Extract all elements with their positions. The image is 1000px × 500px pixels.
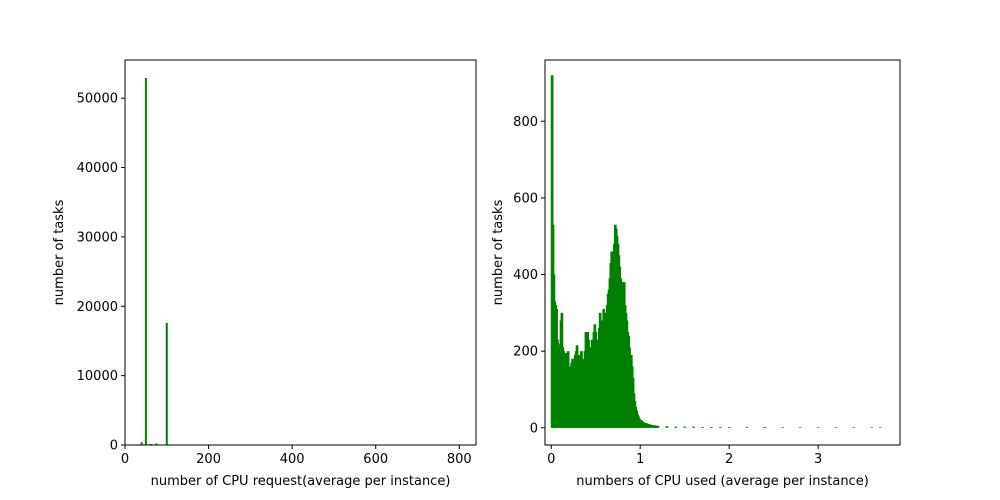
cpu-request-y-tick-label: 0 <box>110 439 118 454</box>
cpu-used-bar <box>665 426 669 428</box>
cpu-request-x-tick-label: 0 <box>121 452 129 467</box>
cpu-request-x-tick-label: 200 <box>196 452 221 467</box>
cpu-request-y-tick-label: 20000 <box>77 300 118 315</box>
cpu-request-bars <box>140 78 168 445</box>
cpu-used-y-tick-label: 600 <box>513 191 538 206</box>
cpu-used-bar <box>710 427 713 428</box>
cpu-used-x-axis-label: numbers of CPU used (average per instanc… <box>576 474 869 489</box>
cpu-request-x-axis-label: number of CPU request(average per instan… <box>151 474 451 489</box>
cpu-used-x-tick-label: 3 <box>814 452 822 467</box>
cpu-used-bar <box>683 426 687 428</box>
cpu-request-y-tick-label: 50000 <box>77 92 118 107</box>
cpu-used-y-axis-label: number of tasks <box>491 199 506 305</box>
cpu-used-y-ticks: 0 200 400 600 800 <box>513 115 545 436</box>
cpu-request-bar <box>165 322 168 445</box>
cpu-used-x-ticks: 0 1 2 3 <box>547 445 822 467</box>
cpu-request-y-tick-label: 40000 <box>77 161 118 176</box>
cpu-used-histogram: 0 1 2 3 0 200 400 600 800 numbers of CPU used (… <box>491 59 901 489</box>
cpu-used-axes-frame <box>544 59 901 446</box>
cpu-used-bar <box>816 427 820 428</box>
cpu-used-bar <box>870 427 873 428</box>
cpu-request-y-tick-label: 30000 <box>77 230 118 245</box>
cpu-used-bar <box>727 427 731 428</box>
cpu-used-bar <box>692 426 695 428</box>
cpu-request-histogram: 0 200 400 600 800 0 10000 20000 30000 40000 50000… <box>52 59 477 489</box>
cpu-request-bar <box>155 443 158 445</box>
cpu-used-bar <box>718 427 722 428</box>
cpu-used-bar <box>799 427 802 428</box>
cpu-used-y-tick-label: 0 <box>530 421 538 436</box>
cpu-request-bar <box>140 442 143 445</box>
cpu-request-y-tick-label: 10000 <box>77 369 118 384</box>
cpu-request-bar <box>144 78 147 445</box>
cpu-request-x-tick-label: 600 <box>363 452 388 467</box>
cpu-used-x-tick-label: 0 <box>547 452 555 467</box>
cpu-request-x-tick-label: 800 <box>447 452 472 467</box>
cpu-used-y-tick-label: 800 <box>513 115 538 130</box>
cpu-used-y-tick-label: 400 <box>513 268 538 283</box>
cpu-used-bar <box>701 427 704 428</box>
cpu-used-bar <box>674 426 678 428</box>
cpu-used-bar <box>745 427 749 428</box>
cpu-used-y-tick-label: 200 <box>513 345 538 360</box>
cpu-used-bar <box>879 427 882 428</box>
cpu-used-bars <box>550 75 882 428</box>
cpu-used-x-tick-label: 1 <box>636 452 644 467</box>
cpu-used-bar <box>834 427 838 428</box>
cpu-used-bar <box>763 427 767 428</box>
cpu-request-y-ticks: 0 10000 20000 30000 40000 50000 <box>77 92 125 454</box>
cpu-request-x-ticks: 0 200 400 600 800 <box>121 445 472 467</box>
cpu-request-y-axis-label: number of tasks <box>52 199 67 305</box>
cpu-request-x-tick-label: 400 <box>280 452 305 467</box>
cpu-request-axes-frame <box>124 59 477 446</box>
cpu-request-bar <box>149 443 152 445</box>
cpu-used-bar <box>656 425 660 428</box>
cpu-used-bar <box>852 427 856 428</box>
cpu-used-bar <box>781 427 784 428</box>
cpu-used-x-tick-label: 2 <box>725 452 733 467</box>
